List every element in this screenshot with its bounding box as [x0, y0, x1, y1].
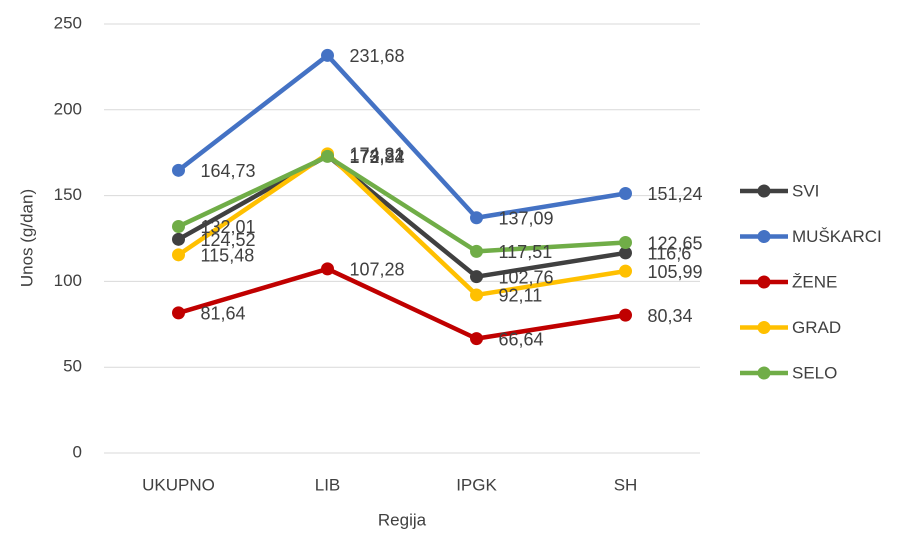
x-tick-label: IPGK	[456, 475, 497, 494]
data-label: 81,64	[201, 304, 246, 324]
data-point	[619, 246, 632, 260]
data-point	[470, 332, 483, 346]
data-point	[619, 264, 632, 278]
series-line	[177, 154, 626, 254]
data-point	[321, 48, 334, 62]
data-point	[321, 262, 334, 276]
legend-marker	[757, 366, 771, 380]
data-label: 172,84	[350, 147, 405, 167]
legend-marker	[757, 321, 771, 334]
data-point	[470, 244, 483, 258]
legend-label: ŽENE	[792, 272, 837, 291]
data-label: 116,6	[648, 244, 692, 264]
legend-label: MUŠKARCI	[792, 227, 882, 246]
y-axis-title: Unos (g/dan)	[17, 189, 36, 287]
series-line	[177, 151, 626, 298]
legend-label: SVI	[792, 181, 819, 200]
y-tick-label: 100	[54, 271, 82, 290]
data-point	[172, 306, 185, 320]
data-point	[619, 308, 632, 322]
data-label: 164,73	[201, 161, 256, 181]
data-label: 151,24	[648, 184, 703, 204]
data-point	[321, 149, 334, 163]
data-point	[172, 248, 185, 262]
series-line	[177, 53, 626, 221]
series-line	[177, 153, 626, 279]
data-label: 231,68	[350, 46, 405, 66]
data-label: 92,11	[499, 286, 543, 306]
data-label: 132,01	[201, 217, 256, 237]
data-point	[470, 288, 483, 302]
data-label: 115,48	[201, 246, 255, 266]
data-point	[619, 186, 632, 200]
legend-label: SELO	[792, 363, 837, 382]
y-tick-label: 150	[54, 185, 82, 204]
data-label: 122,65	[648, 233, 703, 253]
y-tick-label: 200	[54, 99, 82, 118]
data-point	[172, 232, 185, 246]
data-label: 102,76	[499, 267, 554, 287]
data-label: 124,52	[201, 230, 256, 250]
data-point	[172, 219, 185, 233]
legend-marker	[757, 184, 771, 198]
x-axis-title: Regija	[378, 510, 427, 529]
data-label: 117,51	[499, 242, 553, 262]
legend-label: GRAD	[792, 318, 841, 337]
data-point	[470, 211, 483, 225]
data-label: 80,34	[648, 306, 693, 326]
y-tick-label: 50	[63, 357, 82, 376]
legend-marker	[757, 230, 771, 243]
data-label: 107,28	[350, 260, 405, 280]
x-tick-label: LIB	[315, 475, 341, 494]
data-point	[470, 270, 483, 284]
x-tick-label: SH	[614, 475, 638, 494]
y-tick-label: 0	[73, 442, 82, 461]
data-label: 173,22	[350, 147, 405, 167]
x-tick-label: UKUPNO	[142, 475, 215, 494]
data-label: 105,99	[648, 262, 703, 282]
data-label: 137,09	[499, 209, 554, 229]
data-point	[172, 163, 185, 177]
data-label: 66,64	[499, 329, 544, 349]
y-tick-label: 250	[54, 13, 82, 32]
legend-marker	[757, 275, 771, 289]
series-line	[177, 266, 626, 341]
data-point	[619, 236, 632, 250]
data-label: 174,31	[350, 145, 405, 165]
